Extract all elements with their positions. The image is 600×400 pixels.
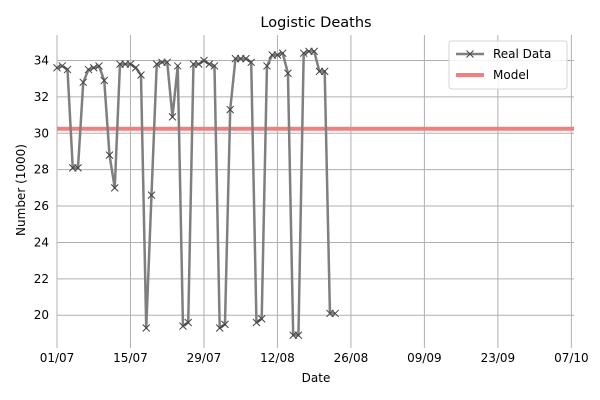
x-tick-label: 09/09 [407,351,442,365]
real-data-point [63,65,72,74]
real-data-point [179,322,187,331]
legend-entry-model: Model [456,68,529,82]
real-data-point [152,60,161,68]
y-tick-label: 34 [34,53,49,67]
x-tick-label: 07/10 [554,351,589,365]
real-data-point [226,105,235,114]
real-data-point [95,62,103,70]
real-data-point [252,318,261,327]
y-tick-label: 22 [34,272,49,286]
x-tick-label: 26/08 [334,351,369,365]
x-tick-label: 01/07 [40,351,75,365]
real-data-point [278,49,287,58]
y-tick-label: 28 [34,163,49,177]
real-data-point [299,49,308,58]
real-data-point [242,54,250,63]
x-tick-label: 23/09 [481,351,516,365]
real-data-point [210,62,219,70]
legend-entry-real-data: Real Data [456,47,551,61]
legend-real-data-marker [466,50,474,58]
real-data-point [205,60,214,68]
real-data-point [58,62,67,70]
real-data-point [142,324,151,332]
real-data-point [100,76,109,85]
legend-label: Real Data [493,47,551,61]
x-tick-label: 15/07 [113,351,148,365]
real-data-point [215,324,224,332]
real-data-point [110,184,119,192]
real-data-point [126,60,135,68]
tick-labels: 20 22 24 26 28 30 32 34 01/07 15/07 29/07 12/08 26/0… [34,53,589,365]
x-tick-label: 29/07 [187,351,222,365]
real-data-point [131,63,140,72]
real-data-point [173,62,182,70]
real-data-point [163,58,172,67]
x-axis-title: Date [302,371,331,385]
real-data-point [89,63,98,72]
y-tick-label: 30 [34,126,49,140]
y-tick-label: 32 [34,90,49,104]
real-data-point [221,320,229,329]
real-data-point [320,67,329,76]
real-data-point [79,78,88,87]
real-data-point [84,65,93,74]
series-layer [53,47,574,340]
real-data-point [137,71,145,79]
y-tick-label: 26 [34,199,49,213]
y-axis-title: Number (1000) [14,144,28,236]
real-data-point [331,309,340,318]
y-tick-label: 20 [34,308,49,322]
real-data-point [294,331,303,340]
real-data-point [257,315,266,323]
real-data-point [247,58,256,67]
x-tick-label: 12/08 [260,351,295,365]
real-data-point [105,151,114,159]
real-data-point [263,62,271,70]
real-data-series-line [56,50,336,337]
real-data-point [284,69,292,78]
real-data-point [147,191,156,199]
y-tick-label: 24 [34,235,49,249]
real-data-point [310,47,319,56]
real-data-point [53,63,61,72]
real-data-point [74,163,82,172]
real-data-point [168,113,177,121]
real-data-point [273,51,282,59]
real-data-point [194,60,203,68]
real-data-point [200,56,208,65]
real-data-point [184,318,193,327]
legend: Real Data Model [448,40,568,90]
chart-title: Logistic Deaths [260,15,371,31]
legend-label: Model [493,68,529,82]
